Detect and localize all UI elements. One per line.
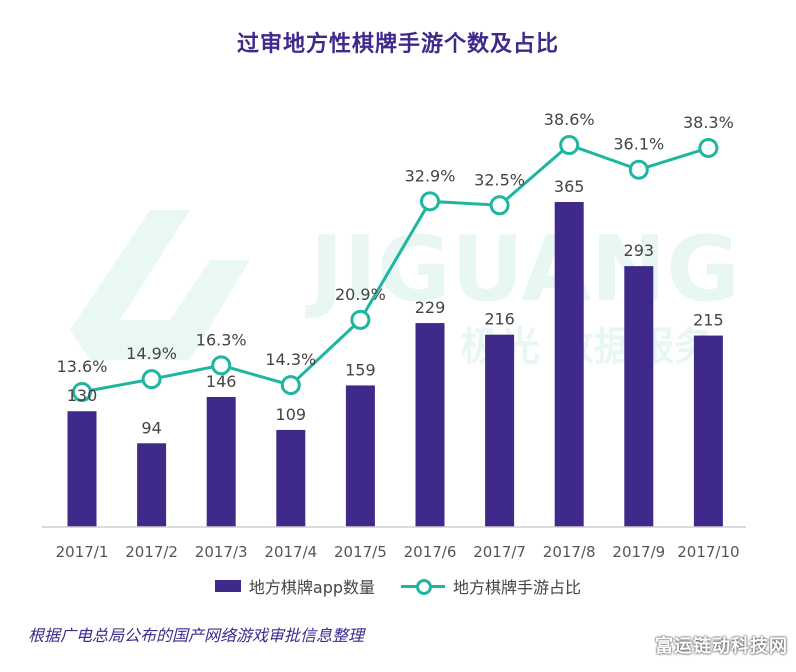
line-point (211, 355, 232, 376)
line-value-label: 20.9% (335, 285, 386, 304)
line-point (141, 369, 162, 390)
line-value-label: 36.1% (613, 135, 664, 154)
bar-value-label: 94 (141, 418, 161, 437)
line-point (350, 309, 371, 330)
x-tick-label: 2017/5 (334, 543, 387, 561)
line-value-label: 14.9% (126, 344, 177, 363)
chart-title: 过审地方性棋牌手游个数及占比 (236, 32, 559, 57)
line-value-label: 38.6% (544, 110, 595, 129)
bar (485, 334, 515, 527)
bar-value-label: 215 (693, 311, 724, 330)
line-value-label: 14.3% (265, 350, 316, 369)
legend-bar-swatch (214, 580, 241, 592)
bar-value-label: 146 (206, 372, 237, 391)
x-tick-label: 2017/6 (404, 543, 457, 561)
line-layer (72, 135, 719, 402)
x-tick-label: 2017/7 (473, 543, 526, 561)
bar (137, 443, 167, 527)
line-point (489, 195, 510, 216)
x-tick-label: 2017/4 (264, 543, 317, 561)
bar (345, 385, 375, 527)
bar-value-label: 130 (67, 386, 98, 405)
legend-line-label: 地方棋牌手游占比 (453, 578, 582, 597)
x-tick-label: 2017/2 (125, 543, 178, 561)
x-tick-label: 2017/9 (612, 543, 665, 561)
x-tick-label: 2017/1 (56, 543, 109, 561)
bar (206, 397, 236, 527)
line-value-label: 38.3% (683, 113, 734, 132)
labels-layer: 130 94 146 109 159 229 216 365 293 215 13.6% 14.9% 1… (57, 110, 734, 437)
chart-legend: 地方棋牌app数量 地方棋牌手游占比 (0, 574, 796, 598)
bar-value-label: 109 (276, 405, 307, 424)
legend-item-line: 地方棋牌手游占比 (401, 574, 581, 598)
line-point (559, 135, 580, 155)
x-tick-label: 2017/10 (677, 543, 739, 561)
bar-value-label: 293 (624, 241, 655, 260)
bar-value-label: 216 (484, 310, 515, 329)
bar (276, 429, 306, 527)
bars-layer (67, 202, 723, 527)
share-line (81, 143, 709, 394)
line-value-label: 32.9% (405, 166, 456, 185)
line-point (72, 382, 92, 402)
line-value-label: 16.3% (196, 330, 247, 349)
source-note: 根据广电总局公布的国产网络游戏审批信息整理 (28, 626, 365, 645)
corner-badge: 富运链动科技网 (655, 636, 788, 657)
legend-line-swatch (401, 579, 446, 595)
legend-item-bars: 地方棋牌app数量 (214, 574, 376, 598)
legend-bar-label: 地方棋牌app数量 (248, 578, 376, 597)
bar-value-label: 229 (415, 298, 446, 317)
bar (554, 202, 584, 527)
line-point (280, 375, 301, 396)
bar-value-label: 159 (345, 360, 376, 379)
bar (415, 323, 445, 527)
x-tick-label: 2017/3 (195, 543, 248, 561)
line-point (420, 191, 440, 212)
x-axis: 2017/1 2017/2 2017/3 2017/4 2017/5 2017/6 2017… (42, 526, 746, 561)
bar (67, 411, 97, 527)
line-value-label: 32.5% (474, 170, 525, 189)
bar (693, 335, 723, 527)
line-point (628, 159, 649, 180)
line-point (698, 137, 719, 158)
x-tick-label: 2017/8 (543, 543, 596, 561)
bar (624, 266, 654, 527)
bar-value-label: 365 (554, 177, 585, 196)
line-value-label: 13.6% (57, 357, 108, 376)
